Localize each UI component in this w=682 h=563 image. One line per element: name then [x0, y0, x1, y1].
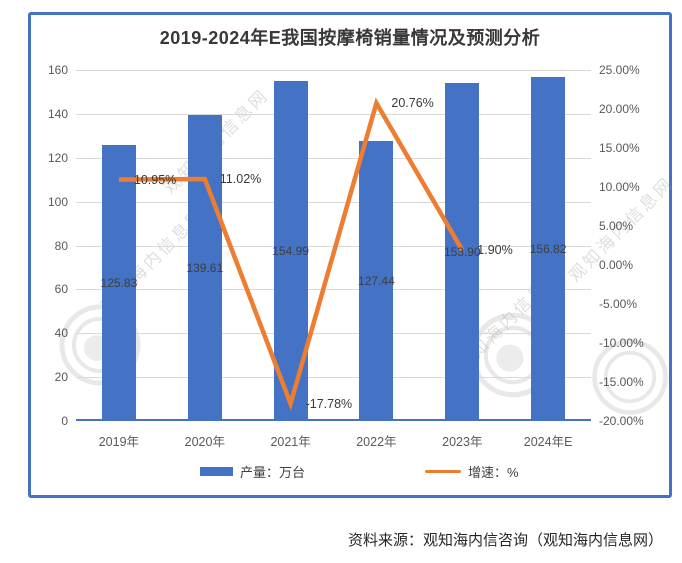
bar	[445, 83, 480, 421]
line-series-swatch	[425, 469, 461, 474]
line-value-label: 20.76%	[391, 96, 434, 111]
source-note: 资料来源：观知海内信咨询（观知海内信息网）	[347, 532, 663, 549]
y-axis-tick-right: -15.00%	[599, 375, 644, 389]
legend-item-growth: 增速：%	[425, 462, 519, 481]
legend-item-production: 产量：万台	[200, 462, 305, 481]
gridline	[76, 113, 591, 115]
gridline	[76, 289, 591, 291]
line-value-label: -17.78%	[305, 396, 353, 411]
x-axis-label: 2020年	[184, 435, 225, 449]
bar-value-label: 153.90	[443, 245, 481, 260]
bar-value-label: 154.99	[272, 244, 309, 258]
y-axis-tick-right: -20.00%	[599, 414, 644, 428]
gridline	[76, 377, 591, 379]
y-axis-tick-left: 40	[54, 326, 68, 341]
x-axis-label: 2019年	[98, 435, 140, 449]
bar-value-label: 127.44	[358, 274, 395, 289]
y-axis-tick-right: 10.00%	[599, 180, 640, 194]
y-axis-tick-left: 100	[47, 194, 68, 209]
y-axis-tick-right: -5.00%	[599, 297, 638, 311]
bar-value-label: 139.61	[186, 260, 224, 275]
line-value-label: 11.02%	[219, 172, 262, 186]
gridline	[76, 201, 591, 203]
y-axis-tick-right: 0.00%	[599, 258, 634, 272]
gridline	[76, 157, 591, 159]
x-axis-label: 2023年	[442, 435, 483, 449]
y-axis-tick-left: 20	[54, 370, 68, 385]
y-axis-tick-left: 60	[54, 282, 68, 297]
y-axis-tick-right: 15.00%	[599, 141, 640, 155]
bar	[101, 145, 136, 421]
x-axis-line	[76, 419, 591, 421]
line-value-label: 1.90%	[477, 243, 513, 258]
gridline	[76, 70, 591, 71]
y-axis-tick-right: -10.00%	[599, 336, 644, 350]
x-axis-label: 2021年	[270, 435, 311, 449]
x-axis-label: 2022年	[356, 435, 397, 449]
bar-value-label: 125.83	[100, 276, 138, 290]
bar-series-swatch	[200, 467, 233, 476]
chart-title: 2019-2024年E我国按摩椅销量情况及预测分析	[159, 28, 541, 48]
bar-value-label: 156.82	[529, 242, 567, 256]
bar-series-label: 产量：万台	[240, 465, 306, 480]
gridline	[76, 333, 591, 335]
x-axis-label: 2024年E	[523, 435, 573, 449]
y-axis-tick-right: 20.00%	[599, 102, 640, 116]
y-axis-tick-left: 120	[47, 150, 68, 165]
y-axis-tick-left: 160	[47, 63, 68, 77]
line-series-label: 增速：%	[468, 465, 519, 480]
y-axis-tick-left: 140	[47, 106, 68, 121]
bar	[187, 114, 222, 421]
y-axis-tick-right: 25.00%	[599, 63, 640, 77]
line-value-label: 10.95%	[133, 172, 177, 187]
bar	[531, 77, 566, 421]
y-axis-tick-left: 80	[54, 238, 68, 253]
bar	[359, 141, 394, 421]
y-axis-tick-left: 0	[61, 414, 68, 428]
y-axis-tick-right: 5.00%	[599, 219, 634, 233]
